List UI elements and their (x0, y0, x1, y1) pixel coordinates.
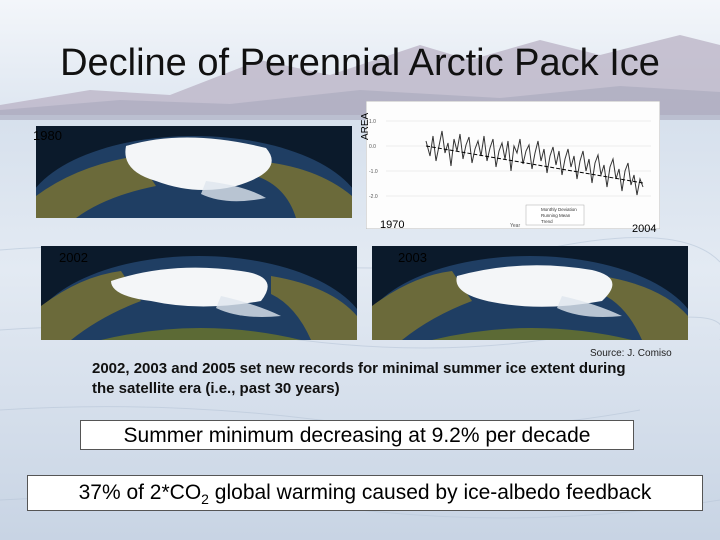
box2-text-start: 37% of 2*CO (78, 481, 202, 504)
chart-x-start-label: 1970 (380, 219, 405, 231)
label-2002: 2002 (59, 250, 88, 265)
arctic-globe-1980-image (36, 126, 352, 218)
chart-y-axis-label: AREA (360, 112, 371, 140)
records-caption: 2002, 2003 and 2005 set new records for … (92, 360, 626, 397)
slide-title: Decline of Perennial Arctic Pack Ice (60, 42, 660, 84)
x-axis-label: Year (510, 223, 520, 229)
box2-text-end: global warming caused by ice-albedo feed… (208, 481, 652, 504)
label-2003: 2003 (398, 250, 427, 265)
arctic-globe-2003-image (372, 246, 688, 340)
summer-minimum-box: Summer minimum decreasing at 9.2% per de… (80, 420, 634, 450)
svg-text:0.0: 0.0 (369, 144, 376, 150)
legend-entry: Running Mean (541, 213, 571, 218)
svg-text:1.0: 1.0 (369, 119, 376, 125)
legend-entry: Trend (541, 219, 553, 224)
svg-text:-2.0: -2.0 (369, 194, 378, 200)
label-1980: 1980 (33, 128, 62, 143)
legend-entry: Monthly Deviation (541, 207, 577, 212)
co2-subscript: 2 (201, 491, 209, 508)
svg-text:-1.0: -1.0 (369, 169, 378, 175)
chart-x-end-label: 2004 (632, 223, 657, 235)
ice-albedo-feedback-box: 37% of 2*CO2 global warming caused by ic… (27, 475, 703, 511)
source-credit: Source: J. Comiso (590, 348, 672, 359)
arctic-globe-2002-image (41, 246, 357, 340)
sea-ice-area-chart: 1.0 0.0 -1.0 -2.0 Monthly Deviation Runnin… (366, 101, 660, 229)
